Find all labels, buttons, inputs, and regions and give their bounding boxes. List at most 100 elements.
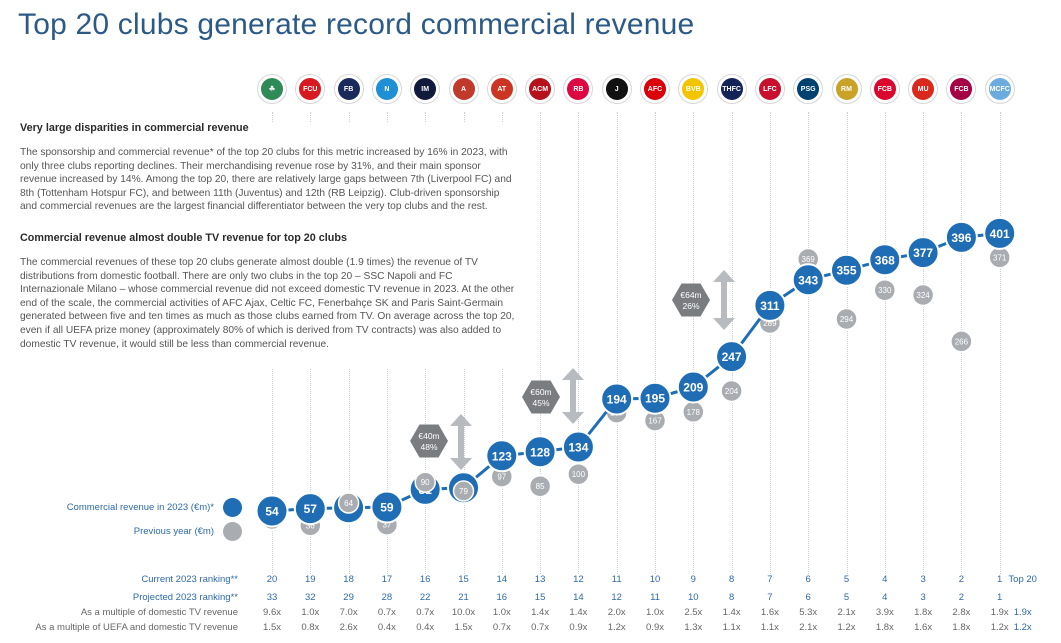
table-cell: 0.7x xyxy=(377,607,396,618)
current-revenue-label: 368 xyxy=(875,253,895,267)
column-guide xyxy=(884,112,886,574)
table-cell: 1.1x xyxy=(722,622,741,633)
ajax-crest-icon: A xyxy=(448,74,479,104)
table-cell: 1.4x xyxy=(722,607,741,618)
table-cell: 8 xyxy=(728,574,735,585)
current-revenue-point xyxy=(676,370,710,404)
table-cell: 19 xyxy=(305,574,316,585)
table-cell: 1.1x xyxy=(760,622,779,633)
section2-body: The commercial revenues of these top 20 … xyxy=(20,256,515,350)
current-revenue-point xyxy=(523,435,557,469)
previous-year-point xyxy=(720,379,743,403)
gap-percent-label: 26% xyxy=(682,301,699,311)
previous-year-point-overlay xyxy=(337,492,360,514)
table-cell: 1.8x xyxy=(875,622,894,633)
table-cell: 9 xyxy=(690,574,696,585)
gap-amount-label: €60m xyxy=(530,387,551,397)
previous-year-point-overlay xyxy=(414,471,436,493)
dortmund-crest-icon: BVB xyxy=(678,74,709,104)
gap-arrow-shaft xyxy=(458,424,464,460)
table-cell: 18 xyxy=(343,574,354,585)
current-revenue-point xyxy=(906,236,940,270)
previous-year-point xyxy=(528,474,552,498)
table-cell: 2 xyxy=(958,574,965,585)
table-cell: 1.0x xyxy=(646,607,664,618)
previous-year-label: 97 xyxy=(497,473,506,482)
atletico-crest-icon-mark: AT xyxy=(490,78,513,100)
juventus-crest-icon: J xyxy=(601,74,632,104)
table-cell: 16 xyxy=(496,592,508,603)
gap-arrow-up xyxy=(713,270,735,282)
table-cell: 0.7x xyxy=(492,622,511,633)
current-revenue-label: 128 xyxy=(530,445,550,459)
current-revenue-point xyxy=(561,430,595,464)
previous-year-point-overlay xyxy=(452,480,475,502)
man-utd-crest-icon-mark: MU xyxy=(912,78,935,100)
column-guide xyxy=(846,112,848,574)
table-cell: 5.3x xyxy=(799,607,818,618)
man-city-crest-icon-mark: MCFC xyxy=(988,78,1011,100)
table-cell: 2.0x xyxy=(607,607,626,618)
previous-year-point xyxy=(950,330,973,353)
liverpool-crest-icon-mark: LFC xyxy=(758,78,781,100)
table-row-label: Current 2023 ranking** xyxy=(141,574,238,585)
atletico-crest-icon: AT xyxy=(486,74,517,104)
table-row-label: As a multiple of UEFA and domestic TV re… xyxy=(35,622,238,633)
table-cell: 10.0x xyxy=(451,607,476,618)
rb-leipzig-crest-icon: RB xyxy=(563,74,594,104)
section2-heading: Commercial revenue almost double TV reve… xyxy=(20,231,347,244)
table-cell: 28 xyxy=(381,592,393,603)
table-cell: 1.6x xyxy=(760,607,779,618)
current-revenue-point xyxy=(715,340,749,374)
current-revenue-point xyxy=(830,253,863,287)
current-revenue-label: 134 xyxy=(568,441,588,455)
table-cell: 22 xyxy=(419,592,431,603)
fenerbahce-crest-icon: FB xyxy=(333,74,364,104)
table-cell: 14 xyxy=(496,574,508,585)
liverpool-crest-icon: LFC xyxy=(754,74,785,104)
bayern-crest-icon-mark: FCB xyxy=(873,78,896,100)
table-cell: 14 xyxy=(573,592,584,603)
previous-year-label: 330 xyxy=(878,286,892,295)
gap-arrow-down xyxy=(713,318,735,330)
table-cell: 7 xyxy=(767,592,773,603)
table-cell: 1 xyxy=(997,592,1003,603)
table-cell: 32 xyxy=(305,592,316,603)
column-guide xyxy=(540,112,542,574)
table-cell: 5 xyxy=(843,574,850,585)
section1-heading: Very large disparities in commercial rev… xyxy=(20,122,249,134)
previous-year-label: 289 xyxy=(763,319,777,328)
previous-year-label: 204 xyxy=(725,387,739,396)
dortmund-crest-icon-mark: BVB xyxy=(682,78,705,100)
current-revenue-label: 123 xyxy=(492,449,512,463)
table-cell: 0.7x xyxy=(531,622,550,633)
previous-year-label: 369 xyxy=(802,255,816,264)
current-revenue-label: 247 xyxy=(722,350,742,364)
real-madrid-crest-icon-mark: RM xyxy=(835,78,858,100)
table-cell: 12 xyxy=(573,574,584,585)
psg-crest-icon: PSG xyxy=(793,74,824,104)
table-cell: 1.6x xyxy=(914,622,933,633)
table-cell: 1.2x xyxy=(837,622,856,633)
current-revenue-point xyxy=(638,381,672,415)
table-cell: 0.9x xyxy=(646,622,664,633)
previous-year-label: 324 xyxy=(916,291,930,300)
table-cell: 21 xyxy=(458,592,469,603)
legend-previous-dot xyxy=(223,522,242,541)
previous-year-label-overlay: 79 xyxy=(459,487,468,496)
text-panel: Very large disparities in commercial rev… xyxy=(20,122,516,370)
current-revenue-point xyxy=(791,263,825,297)
table-cell: 7.0x xyxy=(339,607,358,618)
table-cell: 20 xyxy=(266,574,278,585)
table-cell: 2.1x xyxy=(837,607,856,618)
table-row-label: Projected 2023 ranking** xyxy=(132,592,238,603)
previous-year-label-overlay: 90 xyxy=(421,478,430,487)
current-revenue-point xyxy=(255,494,289,528)
union-berlin-crest-icon: FCU xyxy=(295,74,326,104)
table-cell: 12 xyxy=(611,592,622,603)
previous-year-label: 167 xyxy=(648,417,662,426)
table-cell: 1.5x xyxy=(454,622,473,633)
table-cell: 1 xyxy=(997,574,1003,585)
table-cell: 3 xyxy=(920,592,926,603)
